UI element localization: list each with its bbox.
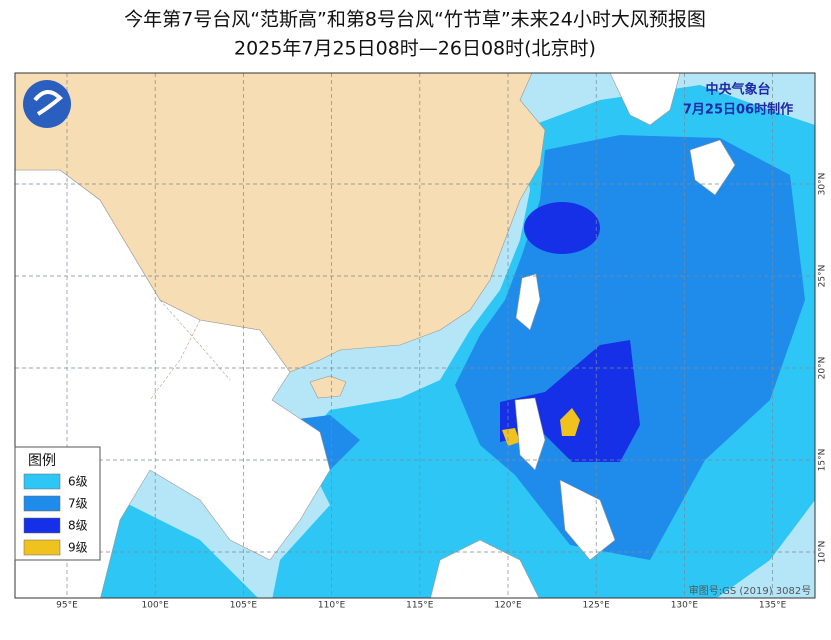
agency: 中央气象台 [705, 82, 770, 98]
legend-swatch [23, 517, 61, 534]
lat-label: 10°N [818, 541, 828, 564]
map-frame [14, 72, 816, 599]
logo-swirl [33, 90, 63, 116]
land-china [15, 73, 546, 373]
legend-label: 6级 [68, 475, 88, 489]
lon-label: 125°E [583, 601, 611, 611]
lon-label: 135°E [759, 601, 787, 611]
lat-label: 30°N [818, 173, 828, 196]
wind-zone [502, 428, 520, 446]
wind-zone [560, 408, 580, 436]
lon-label: 105°E [230, 601, 258, 611]
lat-label: 15°N [818, 449, 828, 472]
land-borneo [430, 539, 540, 598]
map-subtitle: 2025年7月25日08时—26日08时(北京时) [234, 38, 596, 60]
issue-time: 7月25日06时制作 [683, 102, 793, 118]
legend-label: 7级 [68, 497, 88, 511]
legend-title: 图例 [28, 453, 56, 469]
lon-label: 120°E [494, 601, 522, 611]
legend-swatch [23, 473, 61, 490]
wind-zone [524, 202, 600, 254]
legend-label: 8级 [68, 519, 88, 533]
lon-label: 110°E [318, 601, 346, 611]
legend-swatch [23, 495, 61, 512]
lat-label: 20°N [818, 357, 828, 380]
lon-label: 115°E [406, 601, 434, 611]
lon-label: 95°E [56, 601, 78, 611]
approval-number: 审图号:GS (2019) 3082号 [689, 584, 812, 597]
land-taiwan [515, 273, 541, 331]
legend: 图例 6级 7级 8级 9级 [14, 446, 101, 561]
land-philippines [559, 479, 616, 561]
lat-label: 25°N [818, 265, 828, 288]
cma-logo [23, 80, 71, 128]
map-title: 今年第7号台风“范斯高”和第8号台风“竹节草”未来24小时大风预报图 [124, 9, 706, 31]
land-korea [609, 73, 681, 126]
lon-label: 100°E [142, 601, 170, 611]
land-hainan [309, 375, 347, 399]
legend-label: 9级 [68, 541, 88, 555]
land-japan [689, 139, 736, 196]
lon-label: 130°E [671, 601, 699, 611]
map: 中央气象台 7月25日06时制作 审图号:GS (2019) 3082号 [14, 72, 816, 599]
land-philippines [514, 397, 546, 471]
legend-swatch [23, 539, 61, 556]
